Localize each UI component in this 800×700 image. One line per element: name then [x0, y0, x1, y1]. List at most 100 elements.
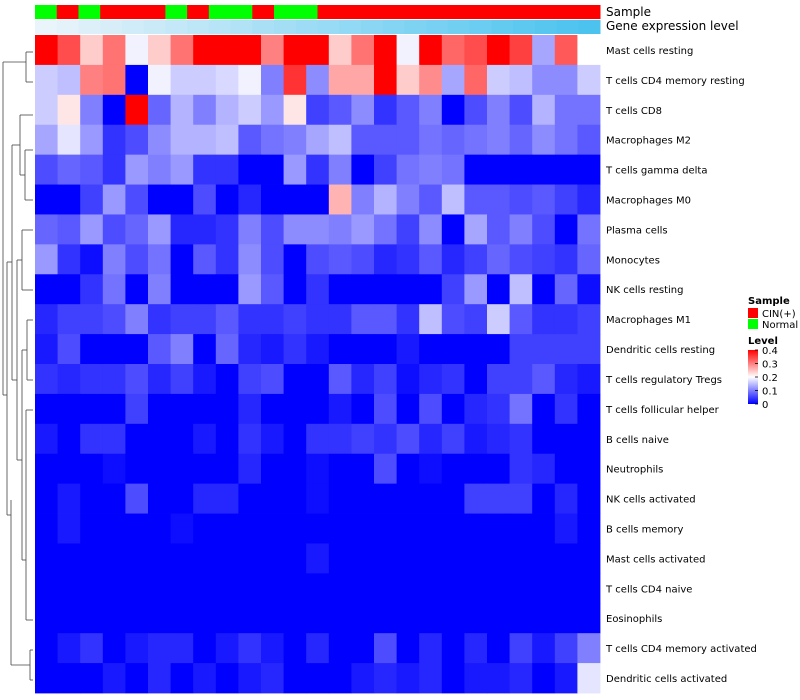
heatmap-cell	[487, 663, 510, 694]
heatmap-cell	[396, 393, 420, 425]
heatmap-cell	[419, 423, 443, 455]
heatmap-cell	[464, 663, 488, 694]
row-label: B cells memory	[606, 525, 683, 536]
heatmap-cell	[170, 94, 194, 126]
row-label: Mast cells activated	[606, 554, 705, 565]
heatmap-cell	[328, 274, 352, 305]
heatmap-cell	[125, 334, 149, 365]
heatmap-cell	[419, 633, 443, 664]
sample-annotation-cell	[447, 5, 471, 19]
heatmap-cell	[261, 94, 284, 126]
heatmap-cell	[57, 214, 81, 245]
heatmap-cell	[261, 124, 284, 156]
heatmap-cell	[215, 214, 239, 245]
heatmap-cell	[193, 214, 217, 245]
row-label: T cells CD8	[605, 106, 662, 117]
heatmap-cell	[464, 154, 488, 185]
heatmap-cell	[102, 573, 126, 604]
heatmap-cell	[509, 364, 533, 395]
sample-annotation-cell	[230, 5, 253, 19]
heatmap-cell	[509, 124, 533, 156]
heatmap-cell	[577, 453, 601, 485]
heatmap-cell	[193, 334, 217, 365]
heatmap-cell	[464, 423, 488, 455]
heatmap-cell	[57, 663, 81, 694]
heatmap-cell	[193, 393, 217, 425]
sample-annotation-cell	[274, 5, 297, 19]
heatmap-cell	[261, 214, 284, 245]
heatmap-cell	[193, 513, 217, 544]
heatmap-cell	[441, 274, 465, 305]
heatmap-cell	[57, 364, 81, 395]
heatmap-cell	[396, 274, 420, 305]
heatmap-cell	[102, 543, 126, 574]
sample-annotation-cell	[578, 5, 601, 19]
heatmap-cell	[57, 453, 81, 485]
heatmap-cell	[283, 364, 307, 395]
heatmap-cell	[215, 184, 239, 215]
heatmap-cell	[125, 483, 149, 514]
heatmap-cell	[419, 483, 443, 514]
heatmap-cell	[215, 364, 239, 395]
expression-annotation-cell	[556, 20, 579, 34]
heatmap-cell	[532, 453, 556, 485]
heatmap-cell	[148, 304, 171, 335]
heatmap-cell	[238, 274, 262, 305]
heatmap-cell	[170, 573, 194, 604]
heatmap-cell	[283, 633, 307, 664]
heatmap-cell	[125, 364, 149, 395]
heatmap-cell	[80, 364, 104, 395]
heatmap-cell	[532, 573, 556, 604]
heatmap-cell	[419, 244, 443, 275]
heatmap-cell	[487, 603, 510, 634]
heatmap-cell	[374, 483, 397, 514]
heatmap-cell	[125, 304, 149, 335]
heatmap-cell	[328, 393, 352, 425]
heatmap-cell	[441, 483, 465, 514]
heatmap-cell	[509, 663, 533, 694]
heatmap-cell	[102, 393, 126, 425]
heatmap-cell	[306, 573, 330, 604]
heatmap-cell	[170, 214, 194, 245]
heatmap-cell	[170, 184, 194, 215]
expression-annotation-cell	[56, 20, 79, 34]
heatmap-cell	[193, 663, 217, 694]
heatmap-cell	[306, 304, 330, 335]
heatmap-cell	[306, 483, 330, 514]
sample-annotation-cell	[360, 5, 384, 19]
heatmap-cell	[170, 334, 194, 365]
heatmap-cell	[80, 603, 104, 634]
heatmap-cell	[306, 663, 330, 694]
heatmap-cell	[283, 334, 307, 365]
heatmap-cell	[283, 304, 307, 335]
heatmap-cell	[80, 124, 104, 156]
heatmap-cell	[306, 124, 330, 156]
heatmap-cell	[193, 633, 217, 664]
heatmap-cell	[532, 364, 556, 395]
sample-annotation-cell	[208, 5, 232, 19]
heatmap-cell	[193, 35, 217, 66]
heatmap-cell	[193, 453, 217, 485]
heatmap-cell	[170, 244, 194, 275]
heatmap-cell	[35, 35, 58, 66]
expression-annotation-cell	[491, 20, 514, 34]
heatmap-cell	[441, 184, 465, 215]
heatmap-cell	[328, 94, 352, 126]
heatmap-cell	[374, 124, 397, 156]
heatmap-cell	[577, 154, 601, 185]
heatmap-cell	[464, 603, 488, 634]
heatmap-cell	[215, 124, 239, 156]
heatmap-cell	[148, 154, 171, 185]
heatmap-cell	[57, 274, 81, 305]
heatmap-cell	[464, 244, 488, 275]
heatmap-cell	[261, 184, 284, 215]
heatmap-cell	[328, 334, 352, 365]
heatmap-cell	[464, 633, 488, 664]
heatmap-cell	[261, 304, 284, 335]
sample-annotation-cell	[121, 5, 145, 19]
heatmap-cell	[487, 184, 510, 215]
row-label: Dendritic cells resting	[606, 345, 715, 356]
sample-annotation-cell	[317, 5, 340, 19]
heatmap-cell	[102, 663, 126, 694]
heatmap-cell	[554, 483, 578, 514]
